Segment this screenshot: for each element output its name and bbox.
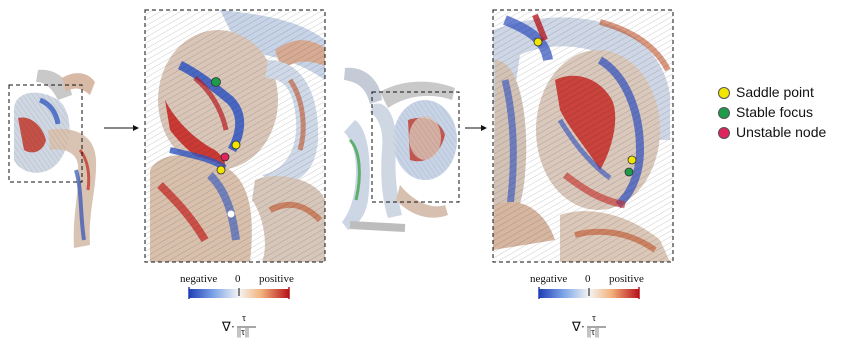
saddle-point-marker bbox=[533, 37, 543, 47]
colorbar-1 bbox=[188, 287, 290, 299]
saddle-point-marker bbox=[231, 140, 241, 150]
formula-1-nabla: ∇· bbox=[222, 319, 236, 334]
saddle-point-marker bbox=[216, 165, 226, 175]
colorbar-1-zero-label: 0 bbox=[235, 273, 241, 285]
colorbar-1-positive-label: positive bbox=[259, 273, 294, 285]
colorbar-1-negative-label: negative bbox=[180, 273, 218, 285]
zoom-frame-1 bbox=[144, 9, 326, 263]
stable-focus-marker bbox=[624, 167, 634, 177]
stable-focus-dot-icon bbox=[718, 107, 730, 119]
formula-2-denominator: ||τ|| bbox=[587, 327, 600, 338]
zoom-box-2 bbox=[371, 91, 460, 203]
formula-1-denominator: ||τ|| bbox=[237, 327, 250, 338]
aneurysm-small-right bbox=[342, 67, 457, 232]
colorbar-2-zero-label: 0 bbox=[585, 273, 591, 285]
unstable-node-marker bbox=[220, 152, 230, 162]
unstable-node-dot-icon bbox=[718, 127, 730, 139]
zoom-box-1 bbox=[8, 84, 83, 183]
zoom-frame-2 bbox=[492, 9, 674, 263]
arrow-2-head bbox=[481, 125, 487, 131]
aneurysm-small-left bbox=[14, 69, 97, 248]
arrow-1-head bbox=[133, 125, 139, 131]
formula-1-numerator: τ bbox=[242, 313, 247, 324]
legend-label-stable-focus: Stable focus bbox=[736, 104, 814, 120]
stable-focus-marker bbox=[211, 77, 221, 87]
colorbar-2-positive-label: positive bbox=[609, 273, 644, 285]
colorbar-2-negative-label: negative bbox=[530, 273, 568, 285]
colorbar-2 bbox=[538, 287, 640, 299]
legend-label-unstable-node: Unstable node bbox=[736, 124, 827, 140]
formula-2-numerator: τ bbox=[592, 313, 597, 324]
zoom-panel-1 bbox=[145, 10, 325, 262]
legend-label-saddle-point: Saddle point bbox=[736, 84, 814, 100]
zoom-panel-2 bbox=[493, 10, 673, 262]
white-dot bbox=[227, 210, 235, 218]
formula-2-nabla: ∇· bbox=[572, 319, 586, 334]
saddle-point-marker bbox=[627, 155, 637, 165]
saddle-point-dot-icon bbox=[718, 87, 730, 99]
